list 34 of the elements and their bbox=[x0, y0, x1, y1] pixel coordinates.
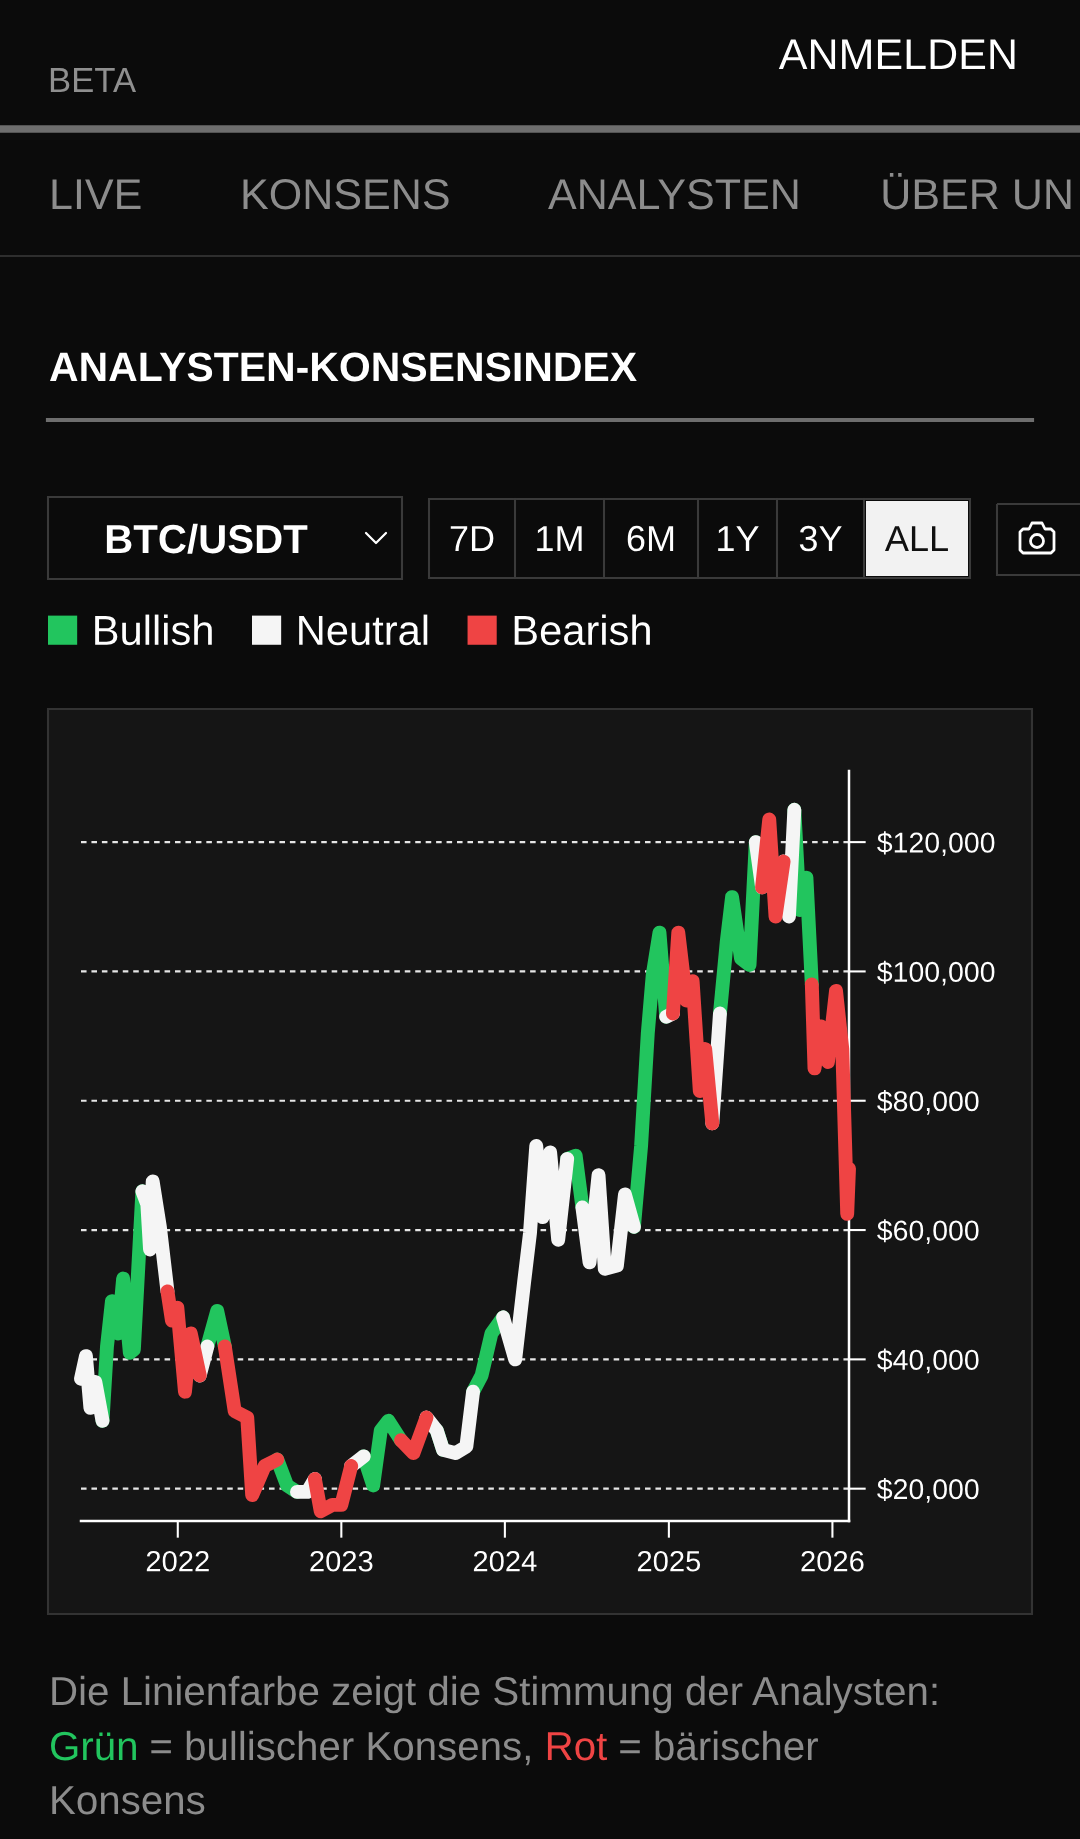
text: LIVE bbox=[52, 179, 141, 209]
legend-label: Bearish bbox=[514, 614, 650, 646]
legend-label: Neutral bbox=[299, 614, 428, 646]
text: ALL bbox=[884, 526, 948, 551]
text: ANALYSTEN bbox=[548, 178, 798, 210]
y-tick-label: $20,000 bbox=[877, 1477, 979, 1503]
text: KONSENS bbox=[243, 178, 449, 210]
text: 7D bbox=[450, 526, 494, 551]
y-tick-label: $80,000 bbox=[877, 1089, 979, 1115]
text: ANMELDEN bbox=[778, 39, 1015, 69]
x-tick-label: 2024 bbox=[473, 1550, 537, 1572]
x-tick-label: 2025 bbox=[637, 1550, 701, 1572]
text: 1M bbox=[537, 526, 582, 551]
text: Rot bbox=[547, 1732, 608, 1761]
y-tick-label: $120,000 bbox=[877, 831, 995, 857]
y-tick-label: $60,000 bbox=[877, 1219, 979, 1245]
y-tick-label: $100,000 bbox=[877, 960, 995, 986]
y-tick-label: $40,000 bbox=[877, 1348, 979, 1374]
text: BETA bbox=[50, 68, 137, 92]
x-tick-label: 2022 bbox=[146, 1550, 209, 1572]
text: BTC/USDT bbox=[106, 523, 308, 554]
text: ÜBER UN bbox=[883, 172, 1071, 210]
x-tick-label: 2023 bbox=[310, 1550, 373, 1572]
text: Grün bbox=[51, 1731, 136, 1761]
chart-title: ANALYSTEN-KONSENSINDEX bbox=[50, 352, 637, 382]
x-tick-label: 2026 bbox=[801, 1550, 864, 1572]
text: = bullischer Konsens, bbox=[151, 1730, 530, 1766]
text: Konsens bbox=[52, 1786, 205, 1815]
text: = bärischer bbox=[620, 1730, 818, 1761]
text: 3Y bbox=[799, 525, 842, 552]
legend-label: Bullish bbox=[95, 614, 212, 646]
text: 6M bbox=[627, 525, 674, 552]
text: Die Linienfarbe zeigt die Stimmung der Analysten: bbox=[52, 1675, 937, 1714]
text: 1Y bbox=[718, 526, 759, 551]
